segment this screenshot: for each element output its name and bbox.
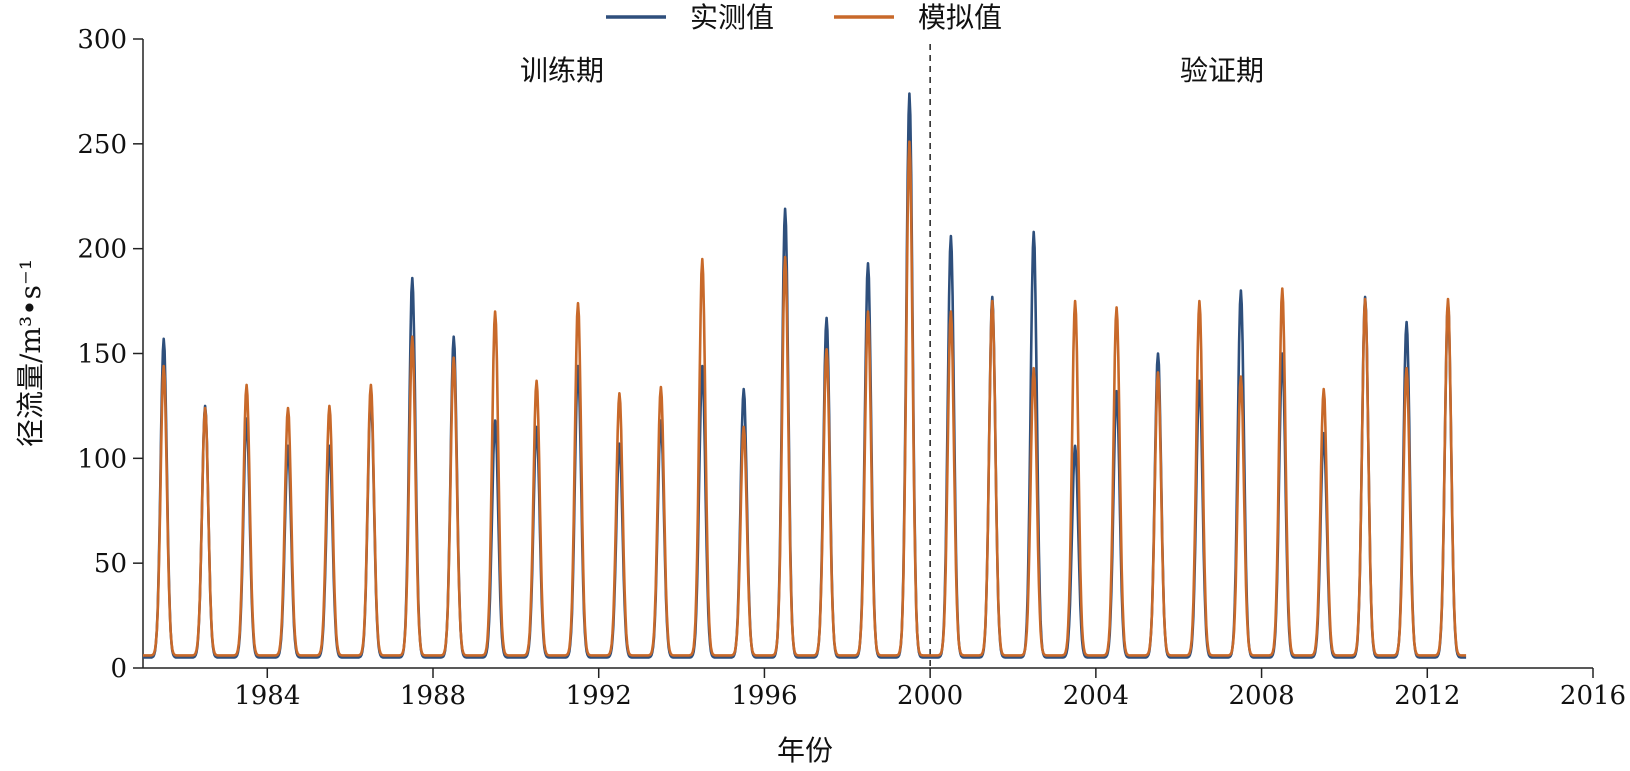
period-label-validation: 验证期 <box>1180 54 1264 87</box>
y-tick-label: 50 <box>94 549 127 579</box>
y-axis-ticks: 0 50 100 150 200 250 300 <box>77 25 143 684</box>
y-tick-label: 150 <box>77 340 127 370</box>
legend-label-simulated: 模拟值 <box>918 1 1002 34</box>
y-tick-label: 200 <box>77 235 127 265</box>
series-line-simulated <box>142 140 1467 657</box>
x-tick-label: 2016 <box>1560 681 1626 711</box>
x-tick-label: 1984 <box>234 681 300 711</box>
period-label-training: 训练期 <box>520 54 604 87</box>
series-layer <box>142 92 1467 659</box>
y-axis-title: 径流量/m³•s⁻¹ <box>14 259 47 447</box>
series-line-observed <box>142 92 1467 659</box>
legend: 实测值 模拟值 <box>606 1 1002 34</box>
x-tick-label: 1992 <box>566 681 632 711</box>
x-axis-ticks: 1984 1988 1992 1996 2000 2004 2008 2012 2016 <box>234 668 1626 711</box>
x-tick-label: 1996 <box>731 681 797 711</box>
y-tick-label: 300 <box>77 25 127 55</box>
y-tick-label: 0 <box>110 654 127 684</box>
x-tick-label: 2008 <box>1228 681 1294 711</box>
x-tick-label: 2012 <box>1394 681 1460 711</box>
x-axis-title: 年份 <box>777 734 833 767</box>
x-tick-label: 2004 <box>1063 681 1129 711</box>
legend-label-observed: 实测值 <box>690 1 774 34</box>
y-tick-label: 250 <box>77 130 127 160</box>
x-tick-label: 1988 <box>400 681 466 711</box>
y-tick-label: 100 <box>77 444 127 474</box>
x-tick-label: 2000 <box>897 681 963 711</box>
